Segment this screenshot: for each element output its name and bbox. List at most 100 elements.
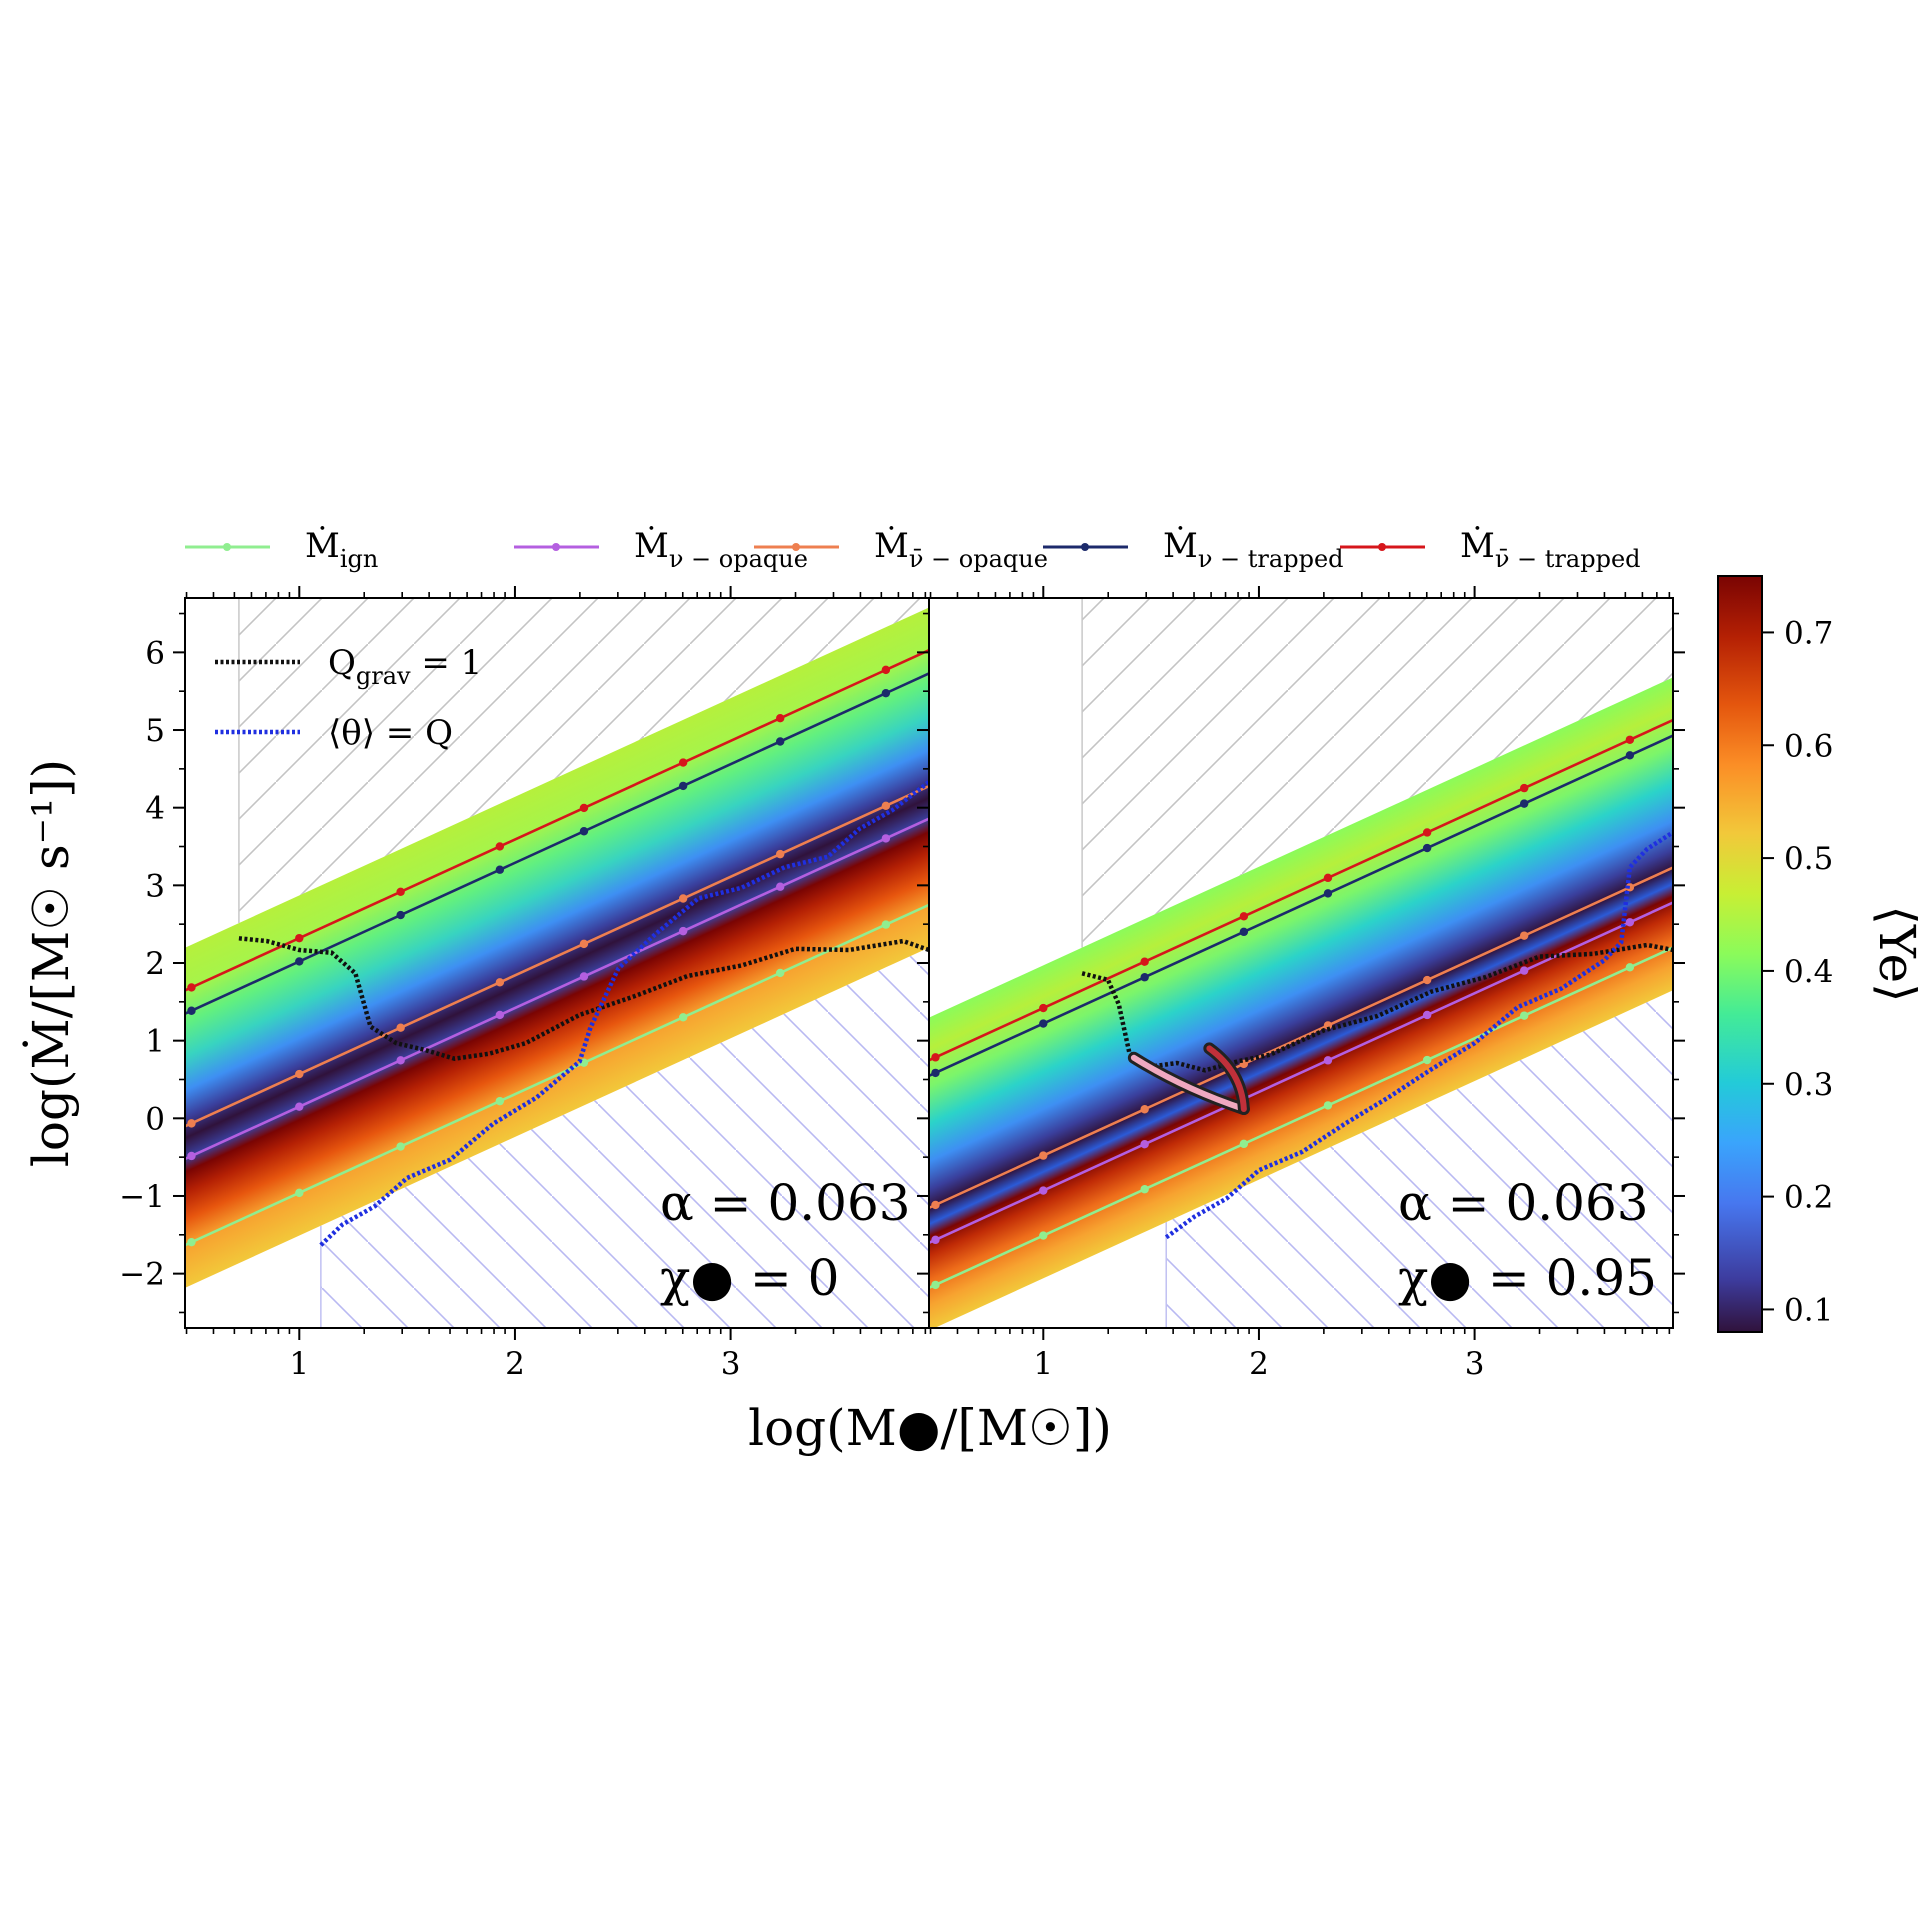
x-tick-label: 2 xyxy=(1249,1346,1269,1382)
legend-label: Ṁign xyxy=(305,526,378,573)
series-line-nu_opaque xyxy=(929,901,1673,1244)
legend-top: Ṁign Ṁν − opaque Ṁν̄ − opaque Ṁν − trapped Ṁ… xyxy=(185,526,1641,573)
series-point-nu_opaque xyxy=(495,1010,505,1020)
series-point-nu_opaque xyxy=(776,882,785,891)
series-point-ign xyxy=(776,968,785,978)
series-point-nubar_opaque xyxy=(1625,883,1635,892)
legend-marker xyxy=(223,543,231,551)
legend-label: ⟨θ⟩ = Q xyxy=(328,713,453,753)
legend-label: Ṁν̄ − opaque xyxy=(874,526,1048,573)
legend-marker xyxy=(552,543,560,551)
series-point-nubar_trapped xyxy=(1140,957,1149,966)
trajectory-arrow xyxy=(1127,1042,1250,1115)
series-point-nu_opaque xyxy=(1520,966,1529,975)
series-point-nubar_trapped xyxy=(1422,828,1432,837)
hatched-region-upper xyxy=(1082,598,1673,948)
series-point-nubar_opaque xyxy=(678,894,688,903)
legend-entry-nu_opaque: Ṁν − opaque xyxy=(514,526,808,573)
series-point-nu_trapped xyxy=(1140,973,1149,982)
ye-heatmap-band xyxy=(929,677,1673,1328)
series-point-nu_trapped xyxy=(495,865,505,874)
series-point-ign xyxy=(1039,1231,1048,1240)
series-point-nubar_opaque xyxy=(1039,1151,1048,1160)
y-tick-label: 0 xyxy=(145,1101,165,1137)
series-line-nubar_opaque xyxy=(185,784,929,1128)
series-point-nu_trapped xyxy=(1520,799,1529,808)
arrow-head xyxy=(1206,1045,1247,1112)
series-point-nubar_trapped xyxy=(579,803,589,813)
y-axis-label: log(Ṁ/[M☉ s⁻¹]) xyxy=(21,759,80,1167)
series-line-nubar_trapped xyxy=(185,648,929,992)
y-tick-label: 1 xyxy=(145,1024,165,1060)
series-point-nu_trapped xyxy=(881,688,891,698)
legend-label: Ṁν − trapped xyxy=(1163,526,1344,573)
theta-q-curve xyxy=(1164,830,1673,1240)
series-point-ign xyxy=(1625,963,1635,972)
legend-label: Ṁν̄ − trapped xyxy=(1460,526,1641,573)
annotation-alpha-right: α = 0.063 xyxy=(1398,1174,1649,1232)
series-point-nu_trapped xyxy=(579,827,589,836)
series-point-nubar_trapped xyxy=(1323,873,1333,883)
colorbar-tick-label: 0.3 xyxy=(1784,1067,1833,1103)
series-point-nubar_trapped xyxy=(881,665,891,675)
series-point-ign xyxy=(1422,1055,1432,1065)
series-point-nubar_opaque xyxy=(1422,975,1432,985)
panel-left: 1 2 3 −2 −1 0 1 2 3 4 5 6 α = 0.063 χ● = 0 Qgrav = … xyxy=(119,586,941,1382)
series-point-ign xyxy=(1520,1011,1529,1020)
colorbar-tick-label: 0.2 xyxy=(1784,1180,1833,1216)
series-point-nu_trapped xyxy=(396,910,405,920)
ye-heatmap-band xyxy=(185,607,929,1288)
arrow-shaft xyxy=(1130,1054,1247,1112)
y-tick-label: 2 xyxy=(145,946,165,982)
series-point-nu_trapped xyxy=(931,1068,940,1078)
x-tick-label: 3 xyxy=(721,1346,741,1382)
series-line-nu_trapped xyxy=(185,672,929,1015)
series-point-nubar_trapped xyxy=(1625,735,1635,744)
series-point-ign xyxy=(1239,1139,1249,1149)
series-point-nu_opaque xyxy=(1039,1186,1048,1195)
series-line-nu_opaque xyxy=(185,817,929,1161)
series-line-nubar_opaque xyxy=(929,866,1673,1210)
series-point-nubar_trapped xyxy=(1520,783,1529,793)
series-point-nubar_opaque xyxy=(187,1119,196,1128)
y-tick-label: 3 xyxy=(145,868,165,904)
legend-entry-nu_trapped: Ṁν − trapped xyxy=(1043,526,1344,573)
series-point-nu_trapped xyxy=(1422,843,1432,853)
series-point-nubar_opaque xyxy=(1323,1021,1333,1030)
legend-marker xyxy=(1378,543,1386,551)
series-point-nu_trapped xyxy=(776,737,785,746)
legend-inner: Qgrav = 1 ⟨θ⟩ = Q xyxy=(215,643,482,753)
legend-marker xyxy=(792,543,800,551)
series-point-nubar_opaque xyxy=(295,1069,304,1079)
series-point-nubar_opaque xyxy=(881,801,891,810)
series-point-ign xyxy=(396,1142,405,1151)
hatched-region-lower xyxy=(320,947,929,1328)
colorbar-tick-label: 0.7 xyxy=(1784,615,1833,651)
x-tick-label: 1 xyxy=(289,1346,309,1382)
series-point-nubar_trapped xyxy=(1039,1003,1048,1013)
series-point-nubar_opaque xyxy=(931,1200,940,1210)
series-point-nubar_trapped xyxy=(1239,912,1249,921)
colorbar-tick-label: 0.1 xyxy=(1784,1292,1833,1328)
series-point-ign xyxy=(881,920,891,929)
legend-entry-nubar_opaque: Ṁν̄ − opaque xyxy=(754,526,1048,573)
qgrav-curve xyxy=(238,936,929,1061)
theta-q-curve xyxy=(319,780,929,1247)
x-tick-label: 3 xyxy=(1465,1346,1485,1382)
legend-entry-ign: Ṁign xyxy=(185,526,378,573)
series-point-nu_opaque xyxy=(1140,1139,1149,1149)
legend-entry-nubar_trapped: Ṁν̄ − trapped xyxy=(1340,526,1641,573)
series-point-nu_opaque xyxy=(295,1102,304,1111)
series-line-ign xyxy=(929,946,1673,1290)
colorbar-label: ⟨Ye⟩ xyxy=(1868,905,1926,1002)
colorbar: 0.1 0.2 0.3 0.4 0.5 0.6 0.7 ⟨Ye⟩ xyxy=(1717,575,1926,1333)
series-point-nu_trapped xyxy=(1323,889,1333,898)
series-point-nu_opaque xyxy=(931,1235,940,1245)
series-line-nu_trapped xyxy=(929,734,1673,1078)
colorbar-tick-label: 0.6 xyxy=(1784,728,1833,764)
colorbar-gradient xyxy=(1717,575,1763,1333)
series-point-nu_opaque xyxy=(678,926,688,936)
annotation-alpha-left: α = 0.063 xyxy=(660,1174,911,1232)
series-point-nubar_opaque xyxy=(495,978,505,987)
series-point-nubar_trapped xyxy=(396,887,405,896)
